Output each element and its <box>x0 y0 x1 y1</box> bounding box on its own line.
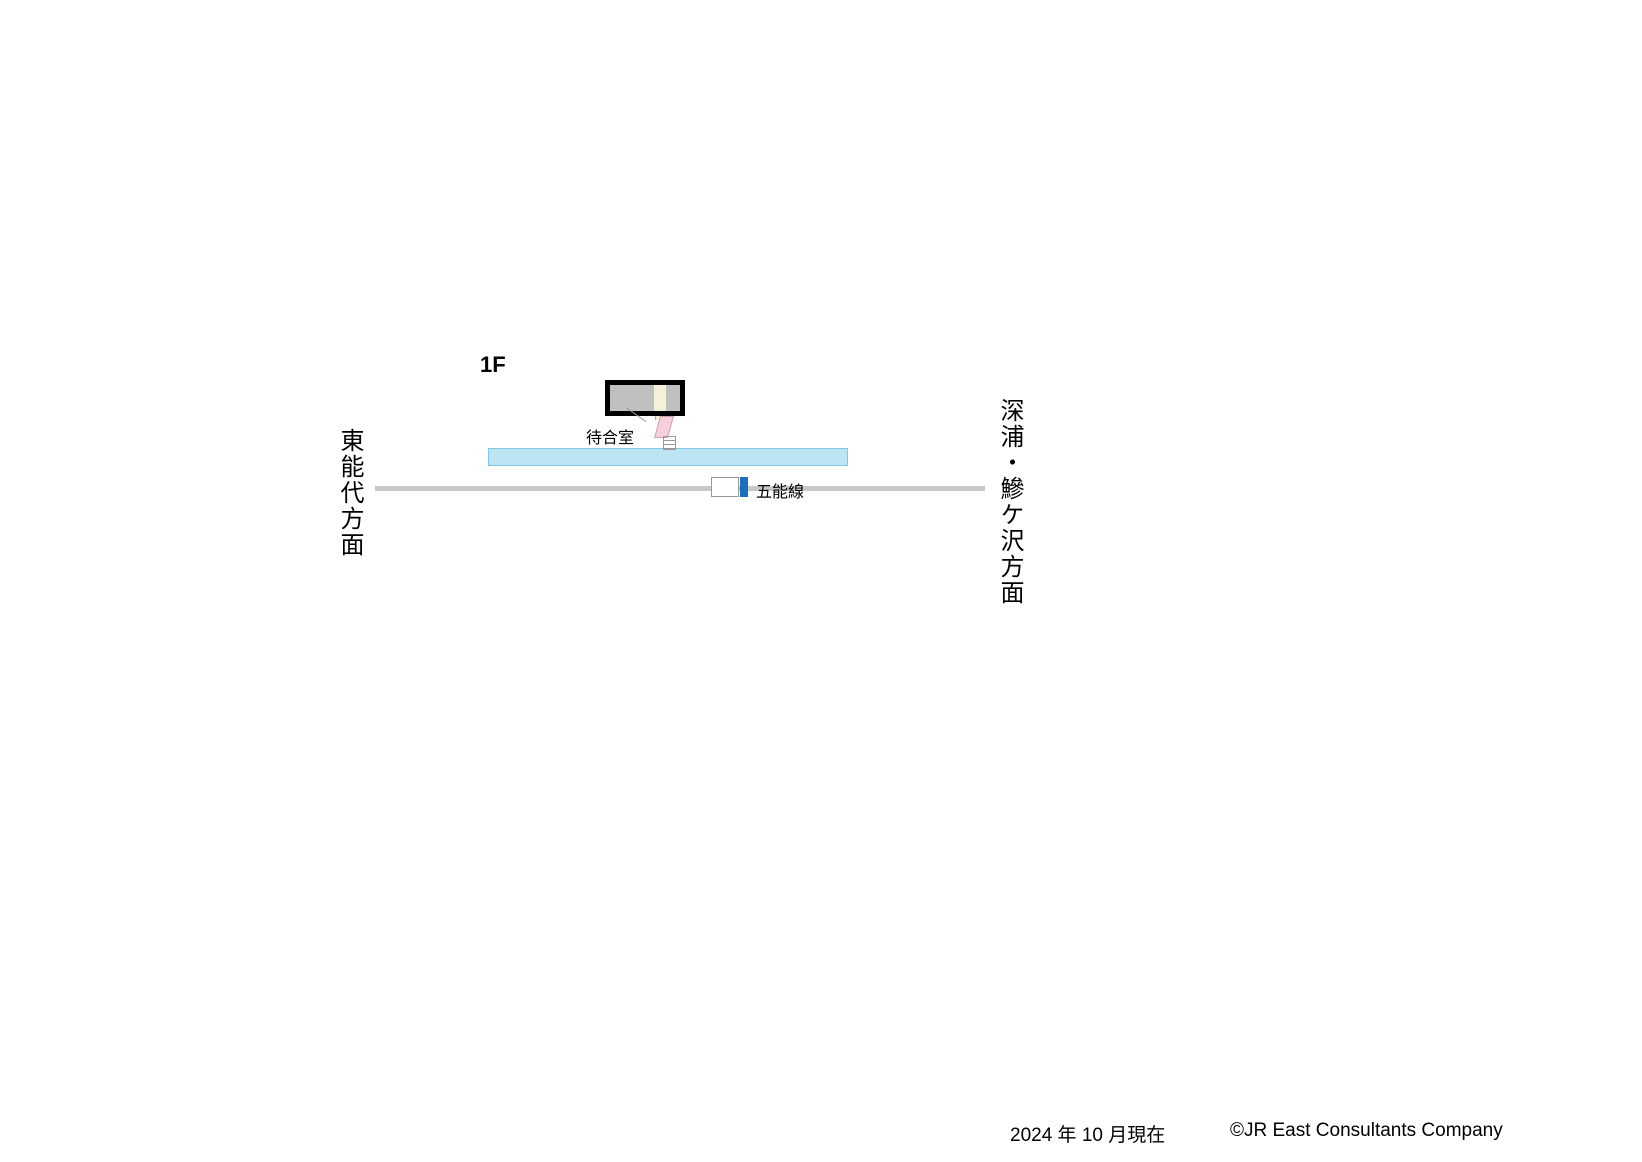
footer-copyright: ©JR East Consultants Company <box>1230 1120 1503 1142</box>
waiting-room-label: 待合室 <box>586 424 634 448</box>
direction-right-label: 深浦・鰺ケ沢方面 <box>992 398 1027 606</box>
building-interior-right <box>666 385 680 411</box>
platform <box>488 448 848 466</box>
stairs-area <box>663 436 676 450</box>
floor-label: 1F <box>480 352 506 378</box>
footer-date: 2024 年 10 月現在 <box>1010 1120 1165 1147</box>
line-name-label: 五能線 <box>756 478 804 502</box>
line-marker-box <box>711 477 739 497</box>
station-building <box>605 380 685 416</box>
track-line <box>375 486 985 491</box>
building-interior-left <box>610 385 654 411</box>
line-marker-color <box>740 477 748 497</box>
station-diagram: 1F 東能代方面 深浦・鰺ケ沢方面 待合室 五能線 <box>0 0 1642 1162</box>
direction-left-label: 東能代方面 <box>332 428 367 558</box>
building-corridor <box>654 385 666 411</box>
